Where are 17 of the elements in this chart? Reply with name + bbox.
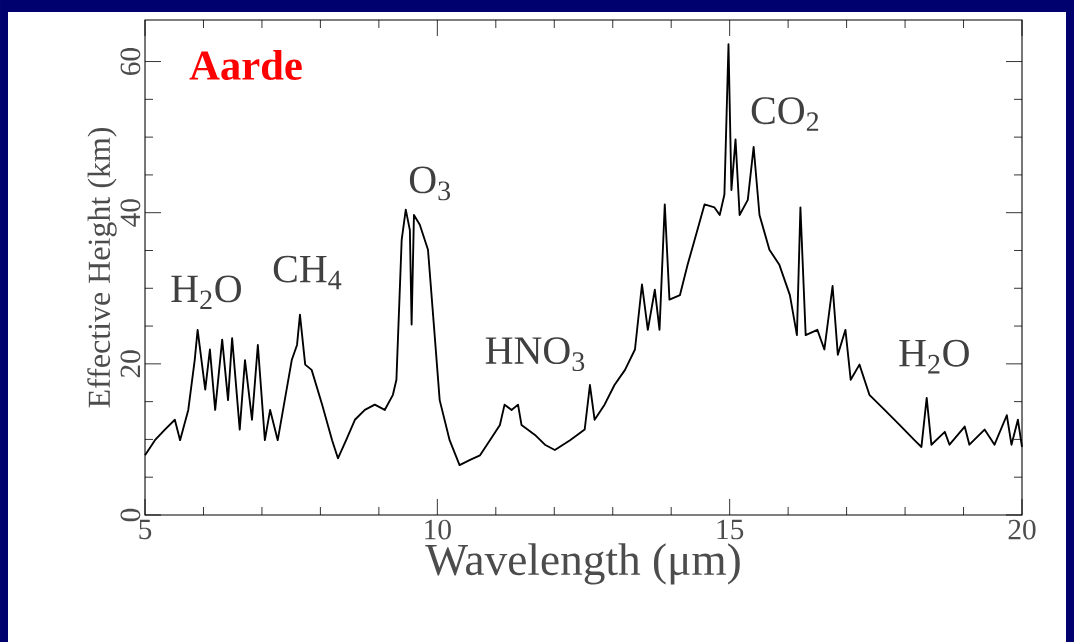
x-tick-label: 10 [425, 519, 451, 540]
text: Aarde [189, 49, 302, 80]
y-tick-label: 20 [120, 350, 141, 378]
annotation: HNO$_{3}$ [485, 337, 585, 372]
annotation: H$_{2}$O [171, 275, 241, 310]
y-tick-label: 60 [120, 48, 141, 75]
x-tick-label: 20 [1008, 519, 1036, 540]
annotation: O$_{3}$ [409, 166, 451, 201]
y-tick-label: 40 [120, 199, 141, 227]
annotation: CH$_{4}$ [273, 255, 342, 290]
y-axis-title: Effective Height (km) [87, 127, 117, 408]
y-tick-label: 0 [120, 508, 141, 522]
annotation: CO$_{2}$ [751, 97, 819, 131]
annotation: H$_{2}$O [899, 339, 969, 374]
x-tick-label: 5 [139, 519, 152, 540]
x-axis-title: Wavelength (μm) [425, 543, 740, 585]
x-tick-label: 15 [717, 519, 744, 540]
